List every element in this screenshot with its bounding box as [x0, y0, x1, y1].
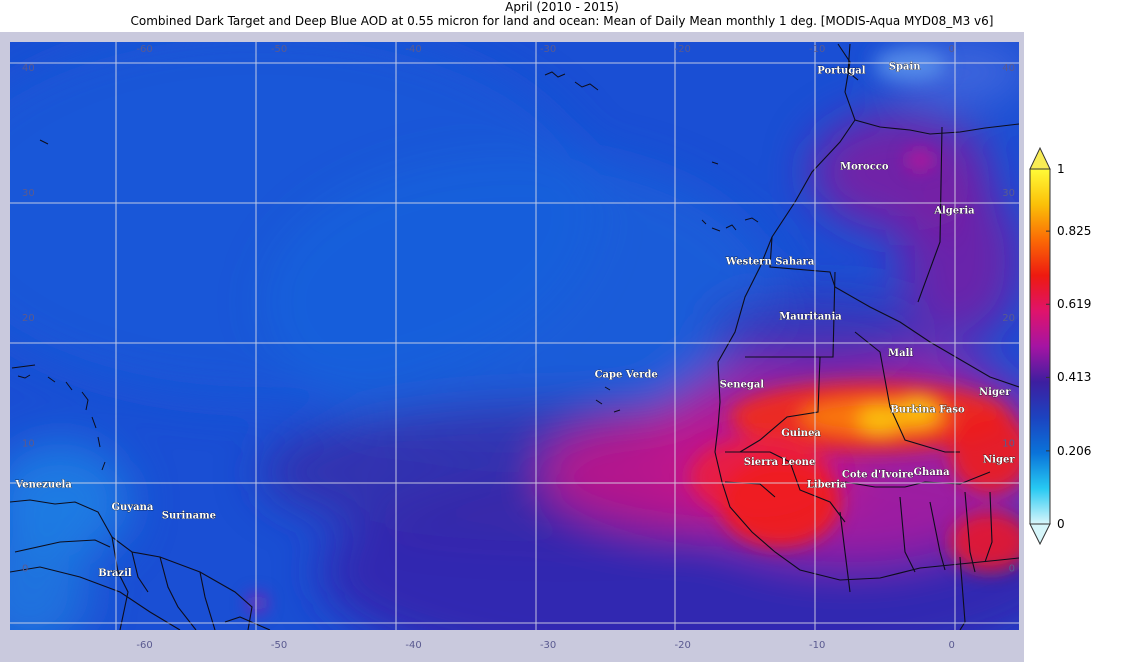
axis-ticks: -60 -60 -50 -50 -40 -40 -30 -30 -20 -20 -10 -10 0 0 40…: [22, 44, 1015, 651]
lat-tick-label: 0: [1009, 563, 1015, 574]
lon-tick-label: -60: [136, 44, 152, 55]
aod-map: -60 -60 -50 -50 -40 -40 -30 -30 -20 -20 -10 -10 0 0 40…: [10, 42, 1019, 651]
lon-tick-label: -10: [809, 640, 825, 651]
colorbar-tick-label: 0.413: [1057, 370, 1092, 385]
country-label: Liberia: [807, 479, 847, 490]
country-label: Mali: [888, 348, 913, 359]
lon-tick-label: -40: [405, 44, 421, 55]
colorbar: 1 0.825 0.619 0.413 0.206 0: [1024, 140, 1124, 560]
chart-subtitle: Combined Dark Target and Deep Blue AOD a…: [130, 14, 994, 28]
lon-tick-label: -40: [405, 640, 421, 651]
lon-tick-label: -30: [540, 640, 556, 651]
country-label: Venezuela: [14, 479, 72, 490]
country-label: Burkina Faso: [890, 404, 965, 415]
islands: [11, 71, 759, 471]
lat-tick-label: 10: [1002, 438, 1015, 449]
country-label: Sierra Leone: [744, 457, 816, 468]
country-label: Mauritania: [779, 312, 842, 323]
country-label: Brazil: [98, 568, 132, 579]
country-label: Guyana: [111, 502, 153, 513]
lon-tick-label: 0: [949, 640, 955, 651]
lat-tick-label: 40: [22, 63, 35, 74]
coastlines: [10, 43, 1019, 630]
country-label: Morocco: [840, 162, 889, 173]
lon-tick-label: -50: [271, 640, 287, 651]
country-label: Niger: [983, 454, 1015, 465]
country-label: Suriname: [162, 511, 216, 522]
lon-tick-label: -60: [136, 640, 152, 651]
lat-tick-label: 20: [1002, 313, 1015, 324]
country-label: Spain: [889, 62, 921, 73]
country-label: Guinea: [781, 428, 821, 439]
lon-tick-label: -30: [540, 44, 556, 55]
colorbar-gradient: [1029, 146, 1051, 546]
chart-title: April (2010 - 2015): [505, 0, 619, 14]
lat-tick-label: 10: [22, 438, 35, 449]
country-label: Western Sahara: [725, 257, 815, 268]
lon-tick-label: -20: [674, 640, 690, 651]
lat-tick-label: 30: [22, 188, 35, 199]
lon-tick-label: -50: [271, 44, 287, 55]
colorbar-tick-label: 0.825: [1057, 224, 1092, 239]
lat-tick-label: 0: [22, 563, 28, 574]
country-label: Algeria: [933, 205, 975, 216]
colorbar-min-arrow: [1029, 523, 1051, 546]
colorbar-tick-label: 0: [1057, 517, 1065, 531]
country-label: Portugal: [817, 65, 866, 76]
country-label: Cote d'Ivoire: [842, 469, 914, 480]
country-label: Cape Verde: [595, 369, 658, 380]
graticule: [10, 42, 1019, 630]
lat-tick-label: 40: [1002, 63, 1015, 74]
country-label: Ghana: [914, 467, 951, 478]
colorbar-tick-label: 0.619: [1057, 297, 1092, 312]
map-panel[interactable]: -60 -60 -50 -50 -40 -40 -30 -30 -20 -20 -10 -10 0 0 40…: [0, 32, 1024, 662]
lon-tick-label: -10: [809, 44, 825, 55]
colorbar-tick-label: 0.206: [1057, 443, 1092, 458]
aod-field: [10, 42, 1019, 630]
lon-tick-label: 0: [949, 44, 955, 55]
country-labels: Portugal Spain Morocco Algeria Western Sahar…: [14, 61, 1016, 579]
country-label: Senegal: [720, 379, 765, 390]
country-label: Niger: [979, 387, 1011, 398]
colorbar-tick-label: 1: [1057, 162, 1065, 176]
lon-tick-label: -20: [674, 44, 690, 55]
colorbar-max-arrow: [1029, 146, 1051, 170]
lat-tick-label: 20: [22, 313, 35, 324]
lat-tick-label: 30: [1002, 188, 1015, 199]
